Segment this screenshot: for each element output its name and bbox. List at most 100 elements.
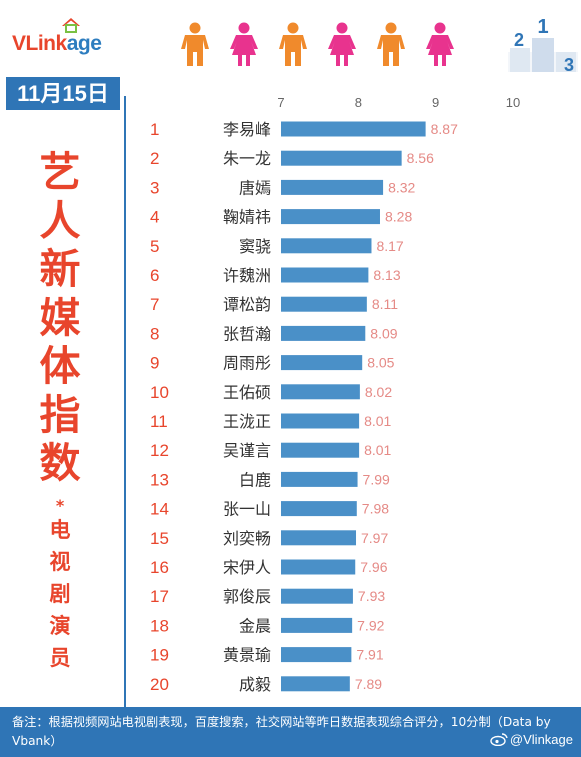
value-label: 7.99: [363, 471, 390, 487]
rank-label: 1: [150, 120, 159, 139]
rank-label: 9: [150, 354, 159, 373]
bar: [281, 617, 353, 633]
side-title: 艺 人 新 媒 体 指 数: [30, 148, 90, 488]
bar: [281, 501, 357, 517]
actor-name: 刘奕畅: [223, 529, 271, 548]
actor-name: 黄景瑜: [223, 646, 271, 665]
logo-text-a: VLink: [12, 32, 67, 55]
side-subtitle: 电 视 剧 演 员: [40, 514, 80, 674]
date-badge: 11月15日: [6, 77, 120, 110]
rank-label: 6: [150, 266, 159, 285]
value-label: 8.13: [373, 267, 400, 283]
value-label: 8.17: [376, 238, 403, 254]
rank-label: 14: [150, 500, 169, 519]
bar: [281, 325, 366, 341]
value-label: 8.09: [370, 325, 397, 341]
actor-name: 鞠婧祎: [223, 208, 271, 227]
bar: [281, 179, 384, 195]
value-label: 7.92: [357, 617, 384, 633]
watermark-text: @Vlinkage: [509, 732, 573, 747]
x-tick-label: 7: [277, 95, 284, 110]
header: VLinkage 1 2: [0, 0, 581, 78]
value-label: 7.91: [356, 647, 383, 663]
person-male-icon: [279, 22, 307, 66]
bar: [281, 442, 360, 458]
rank-label: 16: [150, 558, 169, 577]
actor-name: 白鹿: [239, 470, 271, 489]
bar: [281, 267, 369, 283]
bar: [281, 588, 353, 604]
title-char: 指: [39, 390, 81, 439]
title-char: 新: [39, 245, 81, 293]
value-label: 8.28: [385, 209, 412, 225]
bar: [281, 384, 360, 400]
people-decoration: [178, 22, 458, 72]
value-label: 8.11: [372, 296, 398, 312]
logo-text: VLinkage: [12, 32, 102, 56]
watermark: @Vlinkage: [490, 732, 573, 747]
actor-name: 朱一龙: [223, 149, 271, 168]
rank-label: 18: [150, 616, 169, 635]
person-female-icon: [230, 22, 258, 66]
bar: [281, 296, 367, 312]
actor-name: 李易峰: [223, 120, 271, 139]
subtitle-char: 剧: [49, 582, 71, 606]
bar: [281, 355, 363, 371]
value-label: 7.96: [360, 559, 387, 575]
title-star: *: [55, 496, 65, 515]
rank-label: 10: [150, 383, 169, 402]
rank-label: 20: [150, 675, 169, 694]
subtitle-char: 电: [49, 518, 71, 542]
subtitle-char: 视: [49, 550, 71, 574]
value-label: 8.05: [367, 355, 394, 371]
rank-label: 13: [150, 470, 169, 489]
subtitle-char: 演: [49, 614, 71, 638]
rank-label: 17: [150, 587, 169, 606]
value-label: 8.32: [388, 179, 415, 195]
bar: [281, 530, 357, 546]
rank-label: 7: [150, 295, 159, 314]
rank-label: 12: [150, 441, 169, 460]
actor-name: 郭俊辰: [223, 587, 271, 606]
value-label: 7.89: [355, 676, 382, 692]
title-char: 媒: [39, 293, 81, 342]
actor-name: 谭松韵: [223, 295, 271, 314]
bar: [281, 647, 352, 663]
bar: [281, 121, 426, 137]
value-label: 8.87: [431, 121, 458, 137]
value-label: 7.98: [362, 501, 389, 517]
title-char: 人: [39, 196, 81, 245]
actor-name: 周雨彤: [223, 354, 271, 373]
title-char: 数: [39, 439, 81, 487]
value-label: 7.93: [358, 588, 385, 604]
actor-name: 唐嫣: [239, 178, 271, 197]
actor-name: 王泷正: [223, 412, 271, 431]
person-female-icon: [328, 22, 356, 66]
bar: [281, 676, 350, 692]
title-char: 艺: [39, 148, 81, 196]
actor-name: 许魏洲: [223, 266, 271, 285]
rank-label: 5: [150, 237, 159, 256]
actor-name: 张哲瀚: [223, 324, 271, 343]
bar: [281, 413, 360, 429]
svg-text:2: 2: [514, 30, 524, 50]
value-label: 8.56: [407, 150, 434, 166]
weibo-icon: [490, 733, 508, 746]
value-label: 8.02: [365, 384, 392, 400]
x-tick-label: 10: [506, 95, 520, 110]
title-char: 体: [39, 342, 81, 390]
actor-name: 金晨: [239, 616, 271, 635]
bar: [281, 209, 380, 225]
vlinkage-logo-icon: [62, 18, 80, 33]
person-female-icon: [426, 22, 454, 66]
svg-text:1: 1: [537, 16, 548, 38]
bar: [281, 238, 372, 254]
rank-label: 19: [150, 646, 169, 665]
rank-label: 3: [150, 178, 159, 197]
actor-name: 成毅: [239, 675, 271, 694]
actor-name: 张一山: [223, 500, 271, 519]
bar-chart: 7 8 9 10 1 李易峰 8.87 2 朱一龙 8.56 3 唐嫣 8.32 4 鞠婧祎 8.28 5 窦骁 8…: [150, 95, 520, 694]
vlinkage-logo[interactable]: VLinkage: [12, 16, 124, 60]
subtitle-char: 员: [49, 646, 71, 670]
bar: [281, 471, 358, 487]
